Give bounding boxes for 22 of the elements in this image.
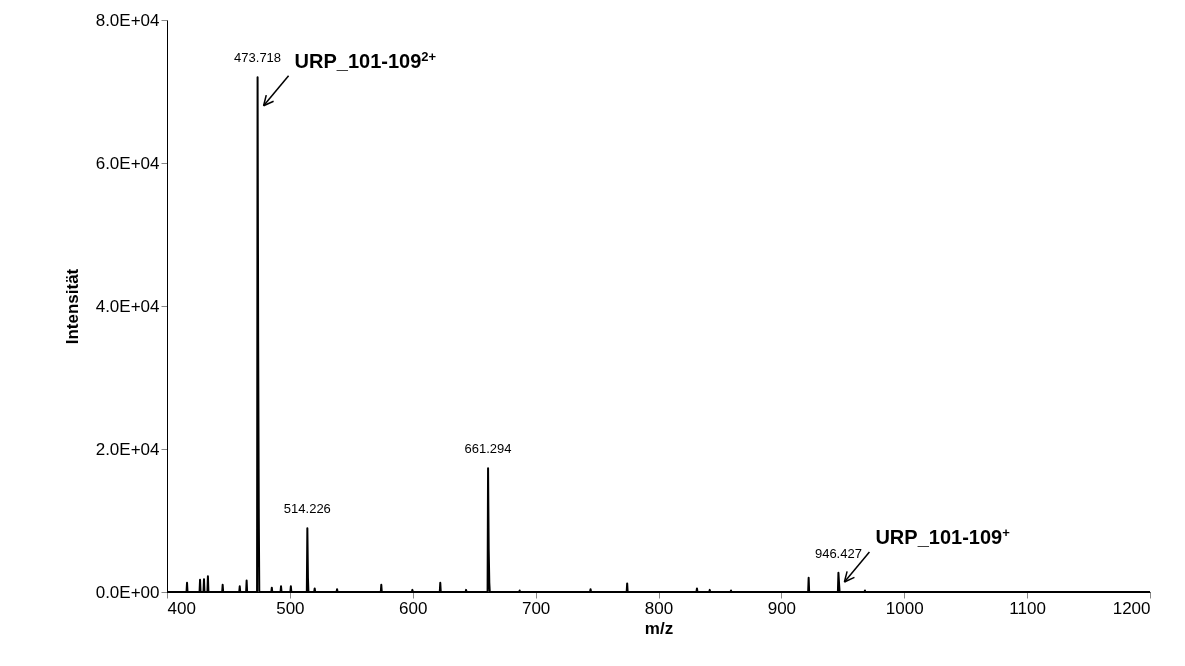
y-tick-label: 8.0E+04 xyxy=(95,10,160,30)
annotation: 514.226 xyxy=(283,501,331,517)
x-tick-label: 600 xyxy=(399,598,428,618)
y-tick-label: 4.0E+04 xyxy=(95,296,160,316)
x-tick-label: 800 xyxy=(644,598,674,618)
y-tick-label: 0.0E+00 xyxy=(95,582,160,602)
y-tick-label: 2.0E+04 xyxy=(95,439,160,459)
x-tick-label: 1200 xyxy=(1112,598,1151,618)
x-tick-label: 1100 xyxy=(1009,598,1046,618)
x-tick-label: 700 xyxy=(521,598,551,618)
y-tick-label: 6.0E+04 xyxy=(95,153,160,173)
x-tick-label: 900 xyxy=(767,598,797,618)
x-tick-label: 1000 xyxy=(885,598,924,618)
annotation: 946.427 xyxy=(814,545,862,561)
x-axis-title: m/z xyxy=(644,618,674,638)
annotation: 473.718 xyxy=(234,50,282,66)
x-tick-label: 500 xyxy=(276,598,305,618)
annotation: 661.294 xyxy=(464,441,512,457)
annotation: URP_101-109$^{+}$ xyxy=(875,524,1011,548)
annotation: URP_101-109$^{2+}$ xyxy=(294,48,437,72)
x-tick-label: 400 xyxy=(167,598,196,618)
y-axis-title: Intensität xyxy=(62,268,82,345)
